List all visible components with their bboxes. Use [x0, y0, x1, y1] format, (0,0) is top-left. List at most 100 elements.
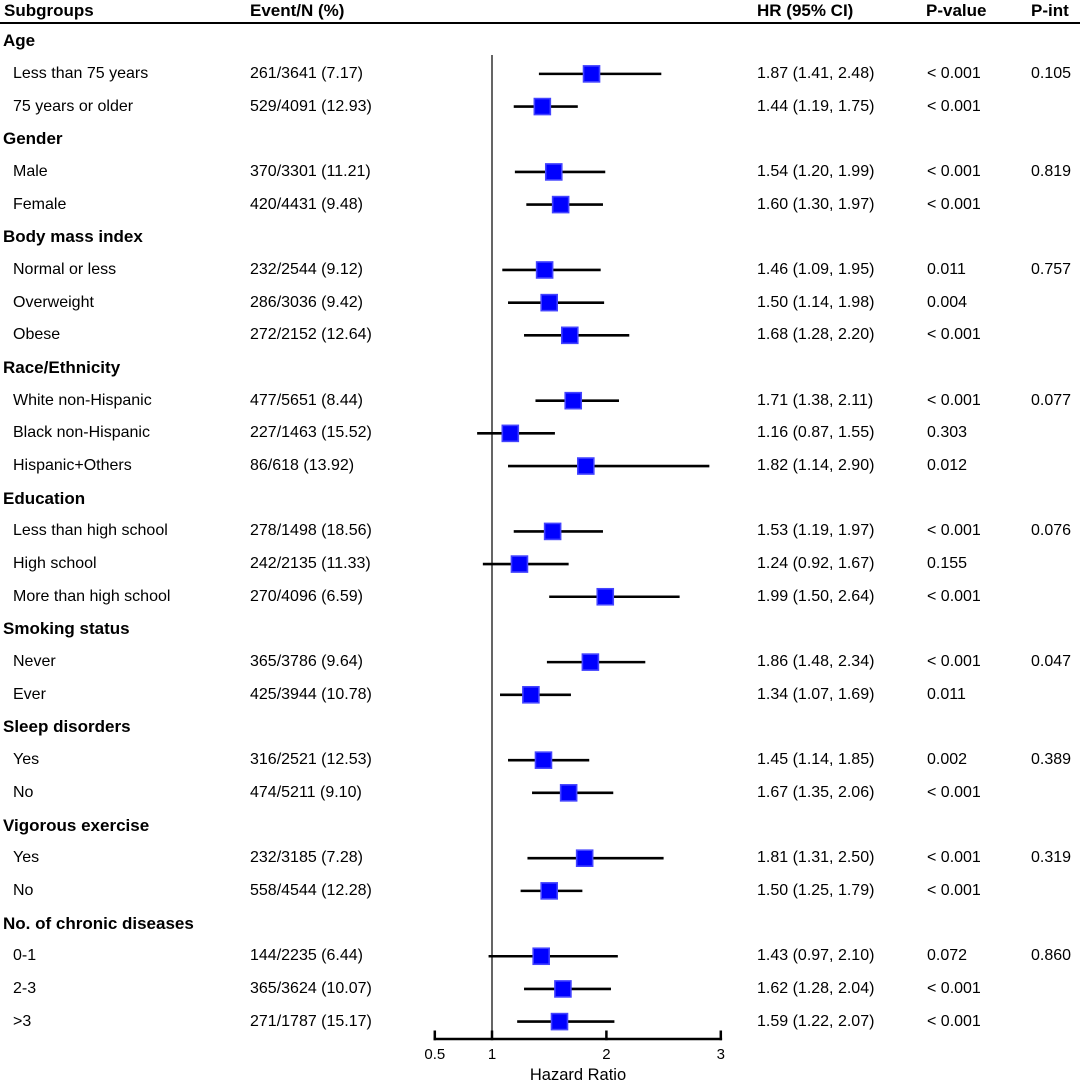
event-n-value: 316/2521 (12.53) [250, 751, 372, 769]
subgroup-row: >3 271/1787 (15.17) 1.59 (1.22, 2.07) < 0.0… [0, 1005, 1080, 1038]
p-value: < 0.001 [927, 587, 981, 605]
subgroup-row: No 474/5211 (9.10) 1.67 (1.35, 2.06) < 0.00… [0, 777, 1080, 810]
hr-ci-value: 1.24 (0.92, 1.67) [757, 555, 875, 573]
subgroup-label: White non-Hispanic [13, 391, 152, 409]
p-value: < 0.001 [927, 1012, 981, 1030]
hr-ci-value: 1.67 (1.35, 2.06) [757, 783, 875, 801]
event-n-value: 271/1787 (15.17) [250, 1012, 372, 1030]
subgroup-label: >3 [13, 1012, 32, 1030]
p-value: < 0.001 [927, 522, 981, 540]
subgroup-label: Obese [13, 326, 61, 344]
subgroup-label: Hispanic+Others [13, 457, 132, 475]
hr-ci-value: 1.53 (1.19, 1.97) [757, 522, 875, 540]
p-interaction-value: 0.047 [1031, 653, 1072, 671]
subgroup-label: No [13, 783, 34, 801]
subgroup-row: Normal or less 232/2544 (9.12) 1.46 (1.09,… [0, 254, 1080, 287]
hr-ci-value: 1.81 (1.31, 2.50) [757, 849, 875, 867]
hr-ci-value: 1.34 (1.07, 1.69) [757, 685, 875, 703]
subgroup-row: High school 242/2135 (11.33) 1.24 (0.92, 1… [0, 548, 1080, 581]
p-value: < 0.001 [927, 64, 981, 82]
event-n-value: 232/2544 (9.12) [250, 260, 363, 278]
p-interaction-value: 0.819 [1031, 162, 1072, 180]
column-header-hr-ci: HR (95% CI) [757, 1, 854, 20]
subgroup-row: Yes 232/3185 (7.28) 1.81 (1.31, 2.50) < 0.0… [0, 842, 1080, 875]
subgroup-row: Less than high school 278/1498 (18.56) 1.5… [0, 515, 1080, 548]
section-row: Vigorous exercise [0, 809, 1080, 842]
subgroup-label: Less than 75 years [13, 64, 149, 82]
section-row: Smoking status [0, 613, 1080, 646]
section-label: Age [3, 31, 36, 51]
hr-ci-value: 1.16 (0.87, 1.55) [757, 424, 875, 442]
axis-tick-label: 0.5 [424, 1046, 446, 1063]
subgroup-row: 75 years or older 529/4091 (12.93) 1.44 (1… [0, 90, 1080, 123]
p-value: < 0.001 [927, 881, 981, 899]
subgroup-label: Yes [13, 751, 40, 769]
p-value: 0.011 [927, 260, 966, 278]
event-n-value: 420/4431 (9.48) [250, 195, 363, 213]
column-header-p-value: P-value [926, 1, 987, 20]
hr-ci-value: 1.50 (1.14, 1.98) [757, 293, 875, 311]
section-label: Sleep disorders [3, 717, 131, 737]
subgroup-label: No [13, 881, 34, 899]
subgroup-row: 2-3 365/3624 (10.07) 1.62 (1.28, 2.04) < 0.… [0, 973, 1080, 1006]
section-row: Race/Ethnicity [0, 352, 1080, 385]
subgroup-row: More than high school 270/4096 (6.59) 1.99… [0, 580, 1080, 613]
subgroup-label: Overweight [13, 293, 94, 311]
subgroup-row: No 558/4544 (12.28) 1.50 (1.25, 1.79) < 0.0… [0, 875, 1080, 908]
hr-ci-value: 1.71 (1.38, 2.11) [757, 391, 874, 409]
p-interaction-value: 0.076 [1031, 522, 1072, 540]
subgroup-label: Male [13, 162, 48, 180]
event-n-value: 232/3185 (7.28) [250, 849, 363, 867]
hr-ci-value: 1.45 (1.14, 1.85) [757, 751, 875, 769]
p-value: 0.072 [927, 947, 968, 965]
section-label: Race/Ethnicity [3, 357, 121, 377]
p-interaction-value: 0.757 [1031, 260, 1072, 278]
section-row: Sleep disorders [0, 711, 1080, 744]
event-n-value: 86/618 (13.92) [250, 457, 355, 475]
subgroup-row: Obese 272/2152 (12.64) 1.68 (1.28, 2.20) < … [0, 319, 1080, 352]
p-value: < 0.001 [927, 979, 981, 997]
hr-ci-value: 1.86 (1.48, 2.34) [757, 653, 875, 671]
p-value: < 0.001 [927, 391, 981, 409]
event-n-value: 425/3944 (10.78) [250, 685, 372, 703]
hr-ci-value: 1.87 (1.41, 2.48) [757, 64, 875, 82]
subgroup-label: Yes [13, 849, 40, 867]
subgroup-label: 75 years or older [13, 97, 134, 115]
event-n-value: 272/2152 (12.64) [250, 326, 372, 344]
subgroup-row: Female 420/4431 (9.48) 1.60 (1.30, 1.97) < … [0, 188, 1080, 221]
subgroup-label: Ever [13, 685, 46, 703]
p-value: < 0.001 [927, 653, 981, 671]
p-interaction-value: 0.077 [1031, 391, 1072, 409]
event-n-value: 558/4544 (12.28) [250, 881, 372, 899]
section-row: Gender [0, 123, 1080, 156]
subgroup-label: 2-3 [13, 979, 37, 997]
section-label: Smoking status [3, 619, 130, 639]
event-n-value: 242/2135 (11.33) [250, 555, 371, 573]
axis-tick-label: 2 [602, 1046, 611, 1063]
hr-ci-value: 1.82 (1.14, 2.90) [757, 457, 875, 475]
section-label: Vigorous exercise [3, 815, 150, 835]
subgroup-row: Ever 425/3944 (10.78) 1.34 (1.07, 1.69) 0.0… [0, 678, 1080, 711]
p-value: < 0.001 [927, 783, 981, 801]
subgroup-row: Overweight 286/3036 (9.42) 1.50 (1.14, 1.9… [0, 286, 1080, 319]
p-value: 0.155 [927, 555, 968, 573]
column-header-subgroups: Subgroups [4, 1, 94, 20]
subgroup-label: Less than high school [13, 522, 168, 540]
subgroup-label: Normal or less [13, 260, 117, 278]
event-n-value: 529/4091 (12.93) [250, 97, 372, 115]
p-value: 0.004 [927, 293, 968, 311]
column-header-p-int: P-int [1031, 1, 1069, 20]
p-value: < 0.001 [927, 849, 981, 867]
event-n-value: 144/2235 (6.44) [250, 947, 363, 965]
x-axis-title: Hazard Ratio [529, 1066, 627, 1084]
p-value: 0.002 [927, 751, 968, 769]
event-n-value: 370/3301 (11.21) [250, 162, 371, 180]
event-n-value: 227/1463 (15.52) [250, 424, 372, 442]
axis-tick-label: 3 [716, 1046, 725, 1063]
hr-ci-value: 1.43 (0.97, 2.10) [757, 947, 875, 965]
p-value: < 0.001 [927, 195, 981, 213]
subgroup-label: Never [13, 653, 56, 671]
p-interaction-value: 0.105 [1031, 64, 1072, 82]
section-label: Gender [3, 129, 63, 149]
